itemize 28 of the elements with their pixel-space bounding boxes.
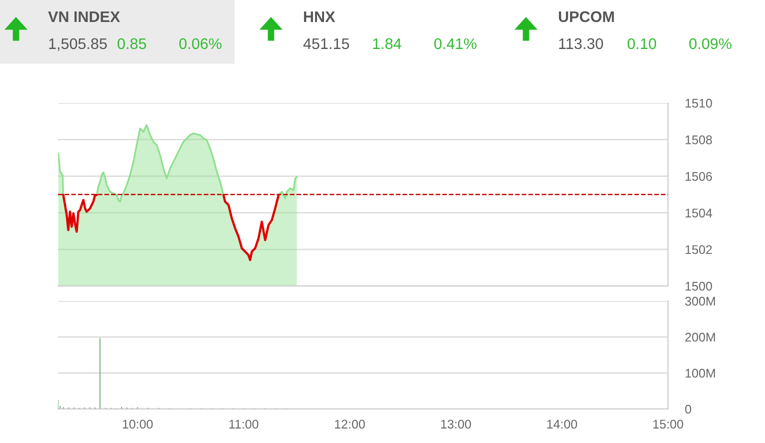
text: VN INDEX xyxy=(48,11,120,22)
y-tick-label: 0 xyxy=(685,404,692,414)
text: HNX xyxy=(304,11,336,22)
y-tick-label: 1504 xyxy=(686,208,712,218)
text: 1.84 xyxy=(373,38,402,50)
y-tick-label: 1508 xyxy=(686,135,712,144)
text: 451.15 xyxy=(303,38,350,50)
y-tick-label: 1502 xyxy=(686,245,712,254)
y-tick-label: 300M xyxy=(685,296,715,306)
y-tick-label: 1500 xyxy=(686,282,712,291)
text: 0.85 xyxy=(118,38,146,50)
x-tick-label: 14:00 xyxy=(547,420,578,429)
text: 0.41% xyxy=(434,38,476,50)
text: 0.10 xyxy=(628,38,656,50)
text: UPCOM xyxy=(558,11,614,22)
x-tick-label: 15:00 xyxy=(653,420,684,429)
y-tick-label: 200M xyxy=(685,332,715,342)
text: 0.06% xyxy=(179,38,222,50)
x-tick-label: 10:00 xyxy=(122,420,153,429)
y-tick-label: 100M xyxy=(686,368,715,378)
x-tick-label: 12:00 xyxy=(335,420,365,429)
x-tick-label: 13:00 xyxy=(441,420,471,429)
text: 0.09% xyxy=(689,38,732,50)
y-tick-label: 1506 xyxy=(686,172,712,181)
x-tick-label: 11:00 xyxy=(229,420,258,429)
text: 113.30 xyxy=(559,38,604,50)
y-tick-label: 1510 xyxy=(686,98,712,108)
text: 1,505.85 xyxy=(49,38,107,51)
